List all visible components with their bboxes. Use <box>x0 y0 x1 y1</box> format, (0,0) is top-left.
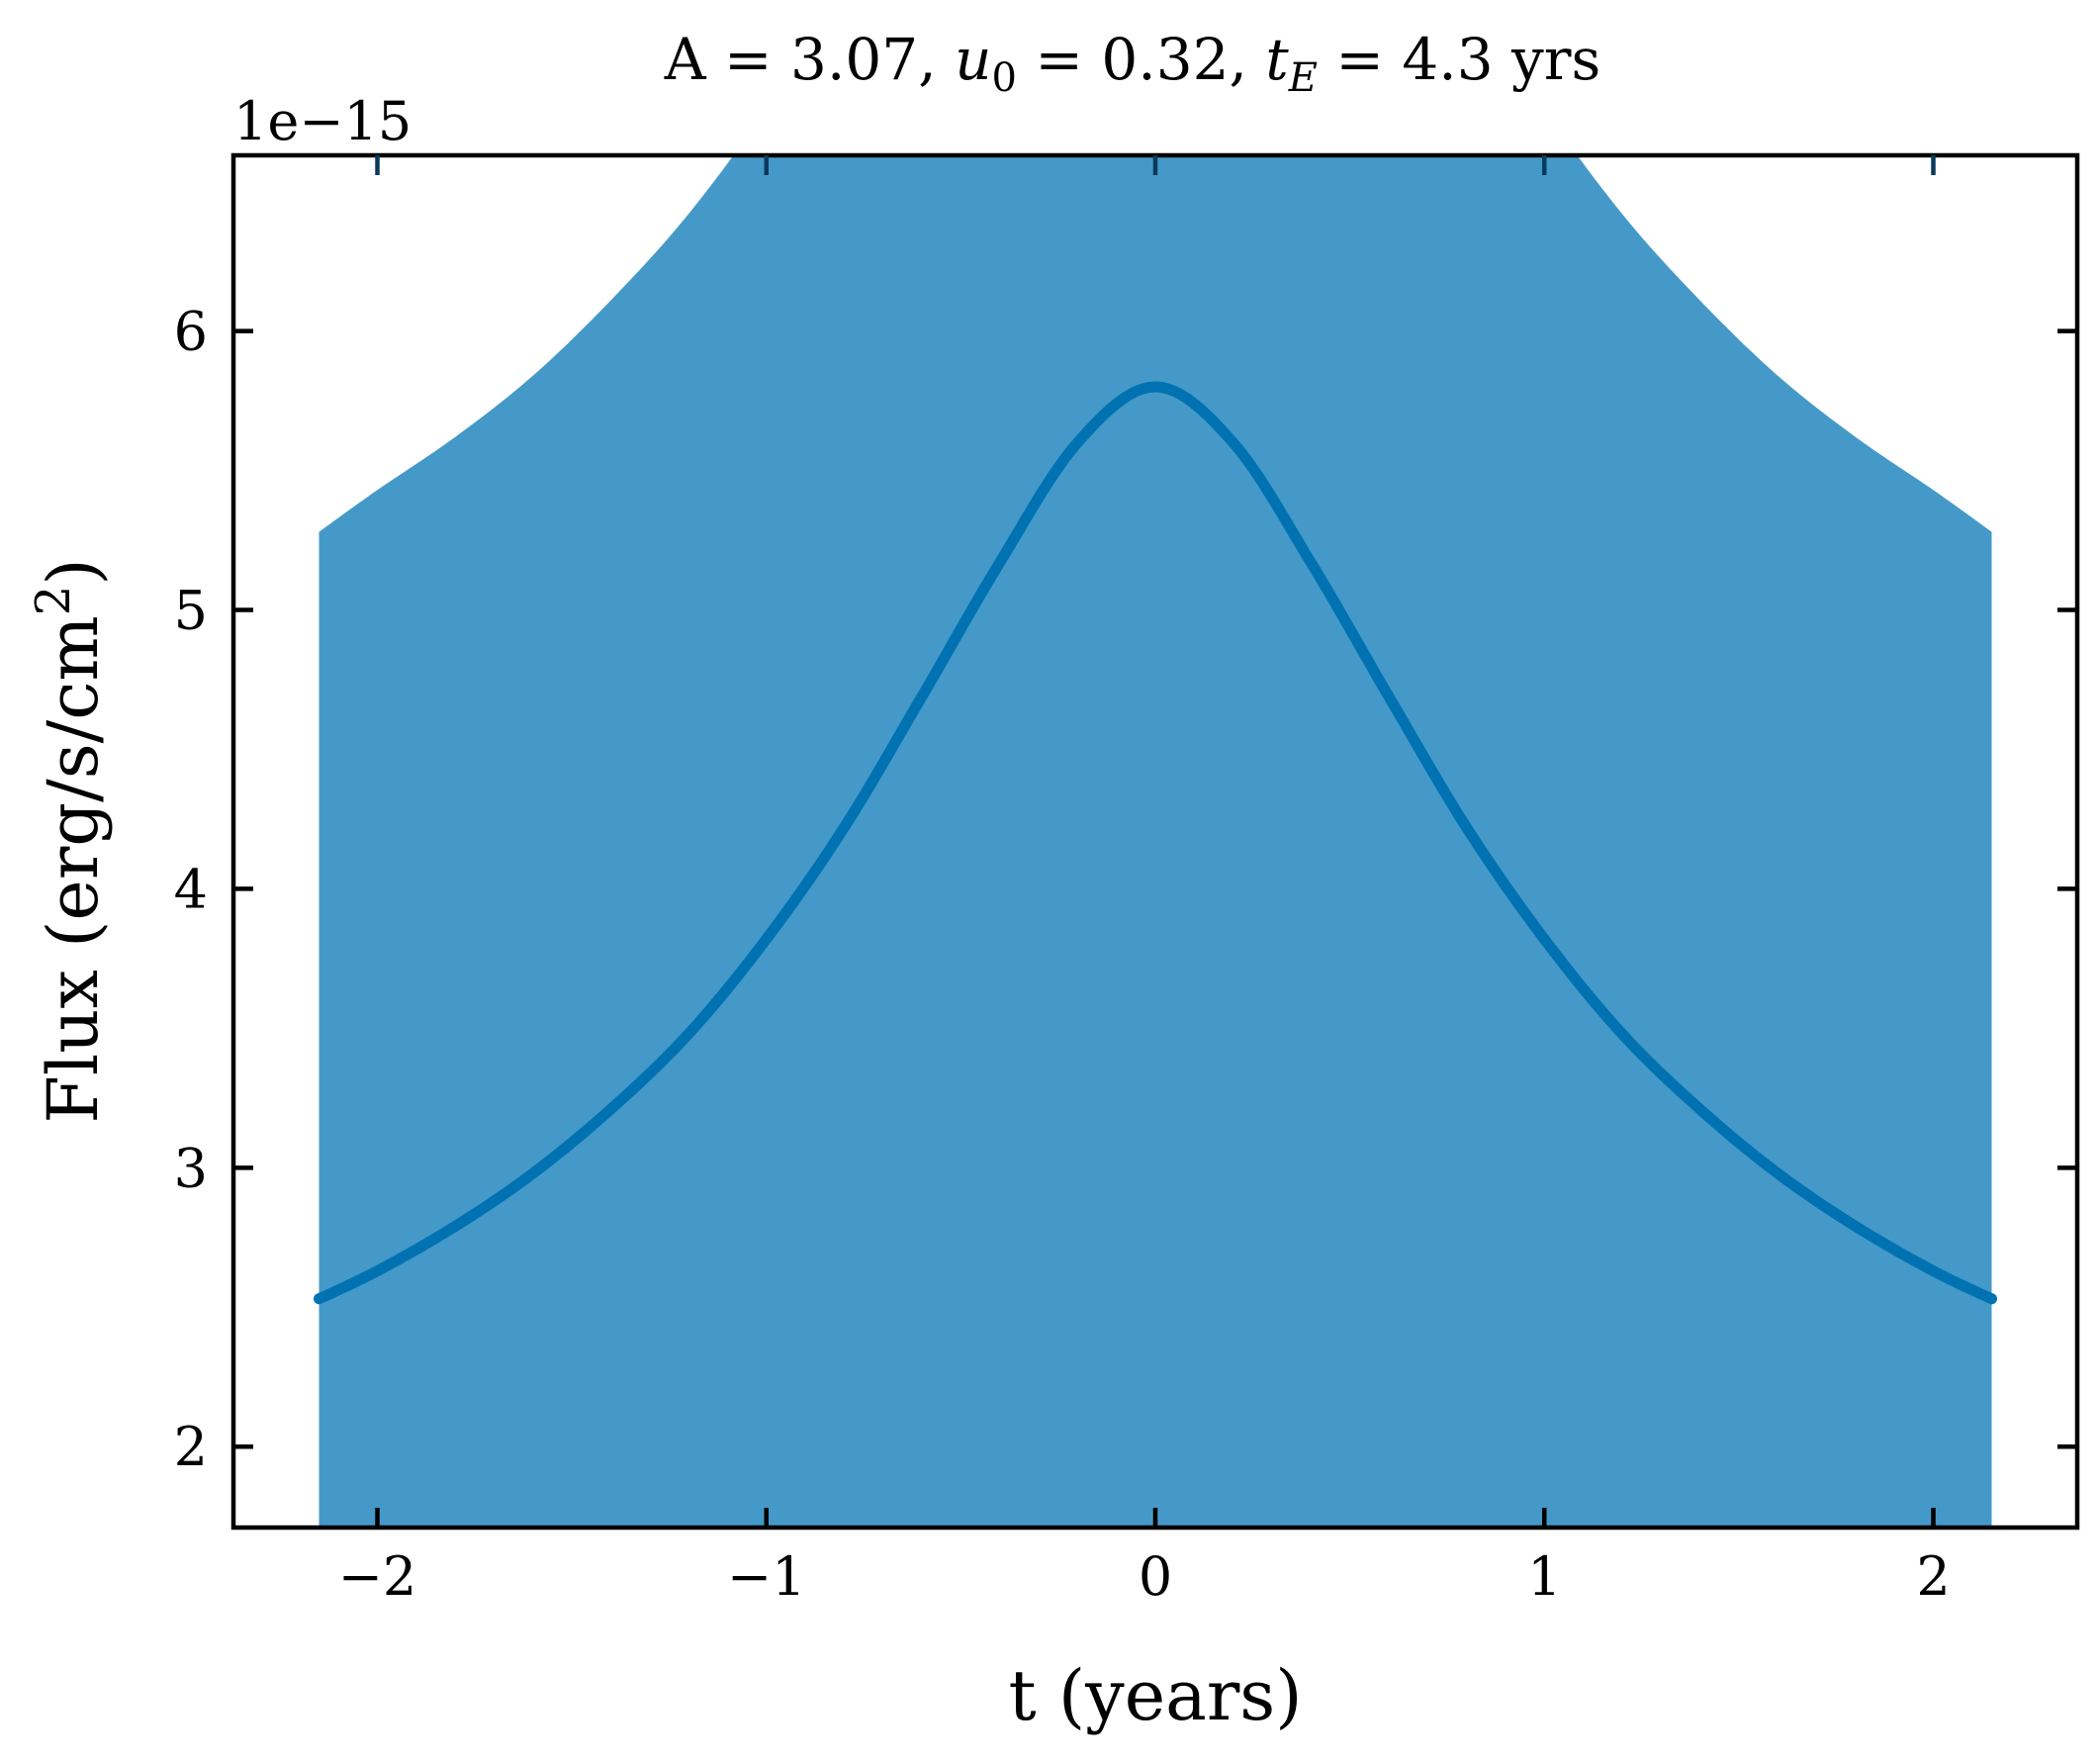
y-tick-label: 2 <box>174 1416 208 1478</box>
flux-uncertainty-band <box>319 155 1992 1528</box>
x-tick-label: 1 <box>1527 1545 1561 1608</box>
y-axis-ticks: 2 3 4 5 6 <box>174 301 2077 1478</box>
y-tick-label: 5 <box>174 580 208 642</box>
x-tick-label: −1 <box>727 1545 806 1608</box>
x-axis-ticks: −2 −1 0 1 2 <box>338 155 1951 1608</box>
x-tick-label: −2 <box>338 1545 417 1608</box>
flux-curve-line <box>314 381 1997 1305</box>
y-offset-label: 1e−15 <box>233 90 411 152</box>
x-tick-label: 2 <box>1916 1545 1950 1608</box>
plot-area <box>314 155 1997 1528</box>
y-tick-label: 4 <box>174 858 208 920</box>
x-axis-label: t (years) <box>1008 1655 1302 1736</box>
x-tick-label: 0 <box>1139 1545 1172 1608</box>
y-tick-label: 3 <box>174 1137 208 1199</box>
chart-title: A = 3.07, u0 = 0.32, tE = 4.3 yrs <box>664 26 1601 101</box>
y-axis-label: Flux (erg/s/cm2) <box>26 558 114 1123</box>
y-tick-label: 6 <box>174 301 208 363</box>
